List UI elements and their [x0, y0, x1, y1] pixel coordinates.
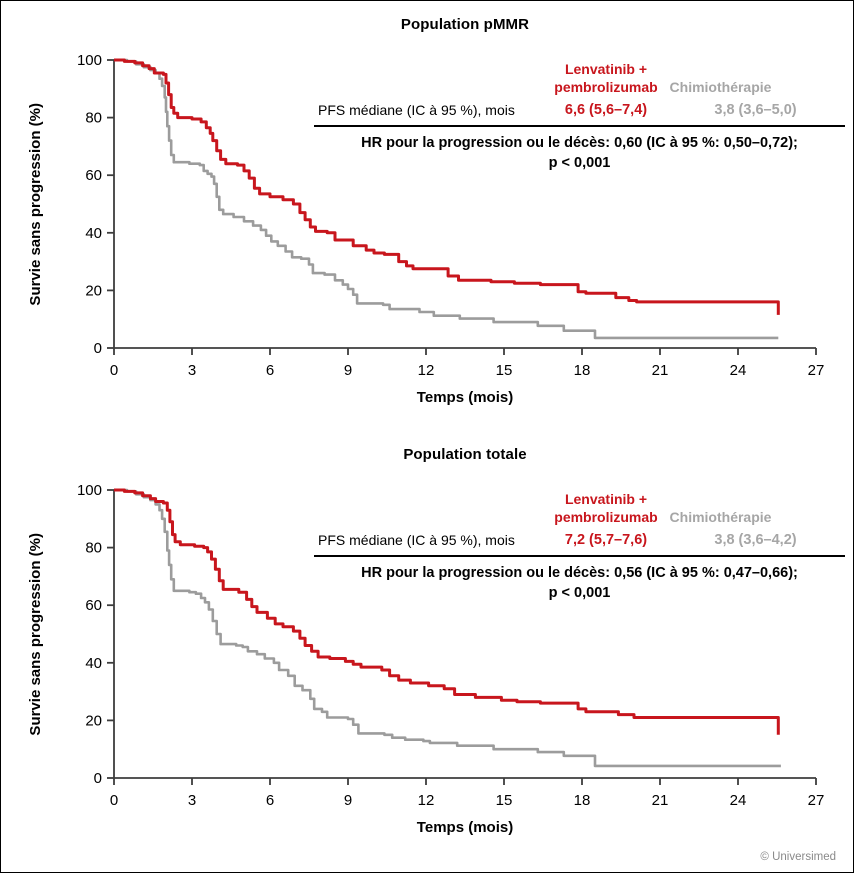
x-tick-label: 12 [418, 362, 435, 379]
median-pfs-table: Lenvatinib + pembrolizumab Chimiothérapi… [314, 491, 845, 557]
x-tick-label: 15 [496, 362, 513, 379]
hazard-ratio-line1: HR pour la progression ou le décès: 0,60… [361, 134, 798, 151]
stats-block: Lenvatinib + pembrolizumab Chimiothérapi… [314, 61, 845, 173]
x-axis-label: Temps (mois) [416, 389, 514, 406]
y-axis-label: Survie sans progression (%) [26, 102, 44, 306]
x-tick-label: 21 [652, 792, 669, 809]
y-tick-label: 100 [77, 52, 102, 69]
x-tick-label: 6 [266, 362, 274, 379]
copyright-notice: © Universimed [760, 851, 836, 863]
x-tick-label: 0 [110, 792, 118, 809]
chemotherapy-curve [114, 488, 781, 768]
x-tick-label: 27 [808, 792, 825, 809]
x-tick-label: 24 [730, 362, 747, 379]
legend-chemotherapy: Chimiothérapie [669, 78, 772, 95]
y-tick-label: 100 [77, 482, 102, 499]
median-pfs-lenvatinib-value: 7,2 (5,7–7,6) [564, 531, 648, 548]
stats-block: Lenvatinib + pembrolizumab Chimiothérapi… [314, 491, 845, 603]
legend-lenvatinib: Lenvatinib + pembrolizumab [554, 491, 658, 525]
hazard-ratio-note: HR pour la progression ou le décès: 0,60… [314, 127, 845, 173]
lenvatinib-pembrolizumab-curve [114, 58, 780, 315]
y-tick-label: 40 [85, 225, 102, 242]
panel-pmmr: Population pMMR 0 20 40 60 80 100 0 3 6 9 12 15 18 21… [1, 1, 853, 431]
x-tick-label: 9 [344, 792, 352, 809]
kaplan-meier-chart-totale: 0 20 40 60 80 100 0 3 6 9 12 15 18 21 24 27 [77, 482, 825, 809]
x-axis-label: Temps (mois) [416, 819, 514, 836]
y-tick-label: 80 [85, 540, 102, 557]
y-tick-label: 0 [94, 770, 102, 787]
panel-title: Population pMMR [400, 16, 530, 33]
x-tick-label: 6 [266, 792, 274, 809]
legend-lenvatinib: Lenvatinib + pembrolizumab [554, 61, 658, 95]
median-pfs-row-label: PFS médiane (IC à 95 %), mois [318, 531, 515, 548]
chemotherapy-curve [114, 58, 779, 340]
x-tick-label: 0 [110, 362, 118, 379]
y-tick-label: 60 [85, 167, 102, 184]
x-tick-label: 3 [188, 362, 196, 379]
median-pfs-chemo-value: 3,8 (3,6–4,2) [714, 531, 797, 548]
panel-title: Population totale [403, 446, 527, 463]
median-pfs-row-label: PFS médiane (IC à 95 %), mois [318, 101, 515, 118]
y-tick-label: 60 [85, 597, 102, 614]
y-tick-label: 40 [85, 655, 102, 672]
panel-totale: Population totale 0 20 40 60 80 100 0 3 6 9 12 15 18… [1, 431, 853, 861]
x-tick-label: 18 [574, 362, 591, 379]
y-tick-label: 80 [85, 110, 102, 127]
y-tick-label: 20 [85, 712, 102, 729]
x-tick-label: 9 [344, 362, 352, 379]
p-value: p < 0,001 [548, 584, 611, 601]
x-tick-label: 3 [188, 792, 196, 809]
x-tick-label: 15 [496, 792, 513, 809]
lenvatinib-pembrolizumab-curve [114, 488, 780, 735]
kaplan-meier-chart-pmmr: 0 20 40 60 80 100 0 3 6 9 12 15 18 21 24 27 [77, 52, 825, 379]
x-tick-label: 18 [574, 792, 591, 809]
x-tick-label: 24 [730, 792, 747, 809]
hazard-ratio-line1: HR pour la progression ou le décès: 0,56… [361, 564, 798, 581]
x-tick-label: 21 [652, 362, 669, 379]
p-value: p < 0,001 [548, 154, 611, 171]
y-tick-label: 0 [94, 340, 102, 357]
x-tick-label: 12 [418, 792, 435, 809]
median-pfs-lenvatinib-value: 6,6 (5,6–7,4) [564, 101, 648, 118]
x-tick-label: 27 [808, 362, 825, 379]
legend-chemotherapy: Chimiothérapie [669, 508, 772, 525]
y-axis-label: Survie sans progression (%) [26, 532, 44, 736]
median-pfs-table: Lenvatinib + pembrolizumab Chimiothérapi… [314, 61, 845, 127]
hazard-ratio-note: HR pour la progression ou le décès: 0,56… [314, 557, 845, 603]
y-tick-label: 20 [85, 282, 102, 299]
median-pfs-chemo-value: 3,8 (3,6–5,0) [714, 101, 797, 118]
